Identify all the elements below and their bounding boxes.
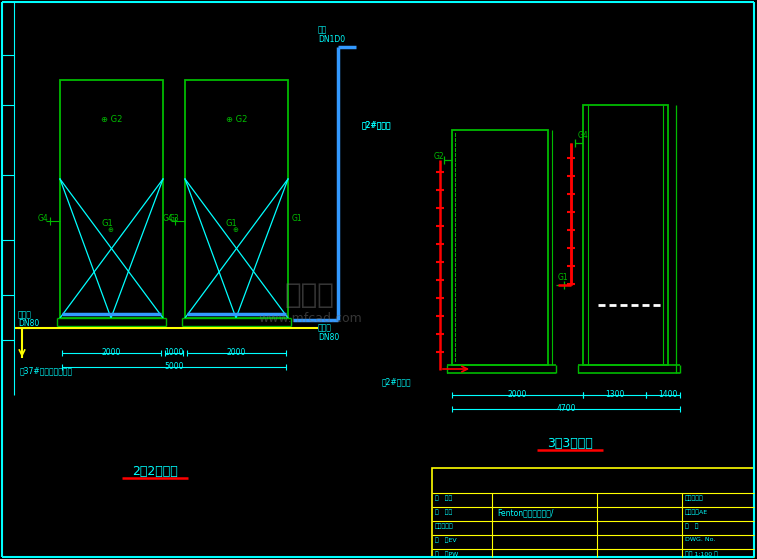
Text: G3: G3: [169, 214, 179, 223]
Text: G1: G1: [558, 273, 569, 282]
Text: 1400: 1400: [659, 390, 678, 399]
Text: 截污管: 截污管: [318, 323, 332, 332]
Bar: [185, 80, 288, 318]
Text: 2000: 2000: [101, 348, 120, 357]
Text: 气管: 气管: [318, 25, 327, 34]
Text: 沐风网: 沐风网: [285, 281, 335, 309]
Text: 至2#沉淀池: 至2#沉淀池: [382, 377, 412, 386]
Text: 设计阶段图: 设计阶段图: [685, 495, 704, 501]
Text: G4: G4: [163, 214, 174, 223]
Text: 5000: 5000: [164, 362, 184, 371]
Bar: [583, 105, 668, 365]
Text: 至2#沉淀池: 至2#沉淀池: [362, 120, 391, 129]
Text: www.mfcad.com: www.mfcad.com: [258, 311, 362, 325]
Text: 设   初设: 设 初设: [435, 495, 452, 501]
Text: 1000: 1000: [164, 348, 184, 357]
Text: 至37#其它废水集水井: 至37#其它废水集水井: [20, 366, 73, 375]
Text: DN1D0: DN1D0: [318, 35, 345, 44]
Text: DN80: DN80: [18, 319, 39, 328]
Text: 放空管: 放空管: [18, 310, 32, 319]
Text: DWG. No.: DWG. No.: [685, 537, 715, 542]
Text: G4: G4: [38, 214, 48, 223]
Text: 2000: 2000: [507, 390, 527, 399]
Text: DN80: DN80: [318, 333, 339, 342]
Text: 校   概初: 校 概初: [435, 509, 452, 515]
Text: ⊕: ⊕: [107, 227, 113, 233]
Text: G4: G4: [578, 131, 589, 140]
Text: ⊕ G2: ⊕ G2: [101, 115, 123, 124]
Bar: [60, 80, 163, 318]
Text: 比例 1:100 等: 比例 1:100 等: [685, 551, 718, 557]
Text: 4700: 4700: [556, 404, 576, 413]
Text: 至2#沉淀池: 至2#沉淀池: [362, 120, 391, 129]
Text: 设计负责师: 设计负责师: [435, 523, 453, 529]
Bar: [432, 468, 754, 557]
Text: 1300: 1300: [606, 390, 625, 399]
Text: G1: G1: [292, 214, 303, 223]
Text: 图   号: 图 号: [685, 523, 699, 529]
Text: 3－3剖面图: 3－3剖面图: [547, 437, 593, 450]
Text: 2－2剖面图: 2－2剖面图: [132, 465, 178, 478]
Text: G1: G1: [101, 219, 113, 228]
Text: 审   签EV: 审 签EV: [435, 537, 456, 543]
Text: G2: G2: [434, 152, 444, 161]
Bar: [452, 130, 548, 365]
Text: Fenton反应器工艺图/: Fenton反应器工艺图/: [497, 508, 553, 517]
Text: ⊕: ⊕: [232, 227, 238, 233]
Text: ⊕ G2: ⊕ G2: [226, 115, 248, 124]
Text: G1: G1: [226, 219, 238, 228]
Text: 审计阶段AE: 审计阶段AE: [685, 509, 708, 515]
Text: 2000: 2000: [226, 348, 246, 357]
Text: 审   签PW: 审 签PW: [435, 551, 458, 557]
